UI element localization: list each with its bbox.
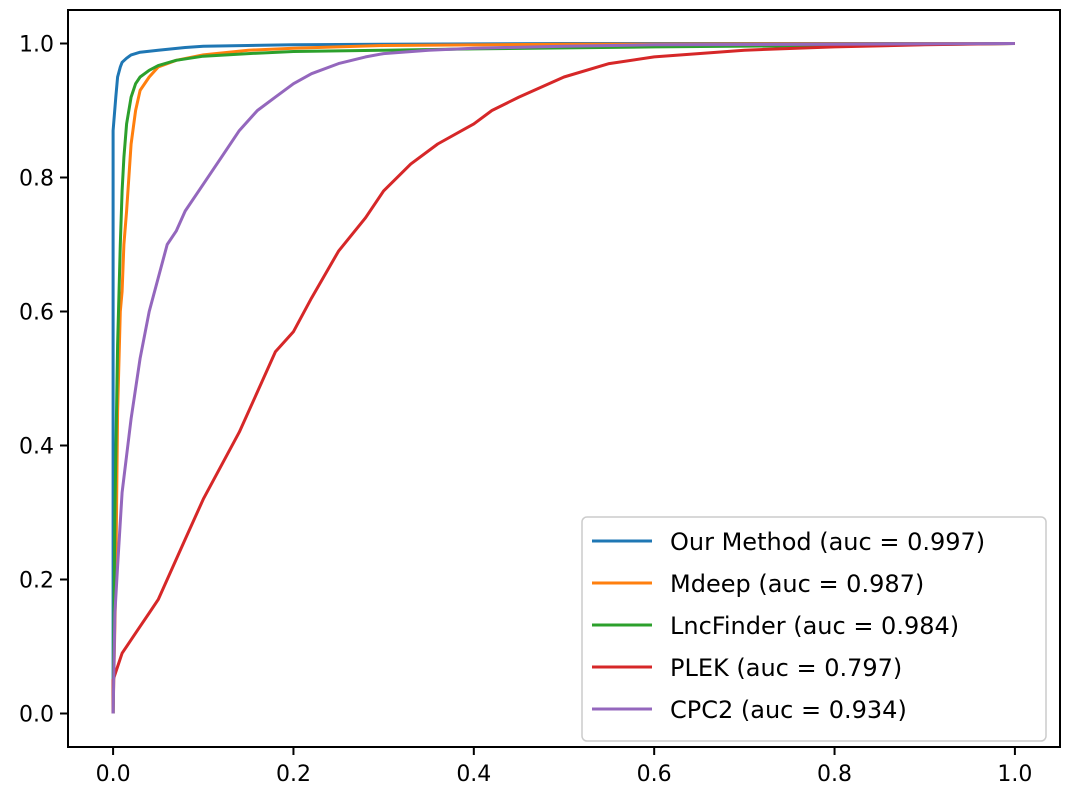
legend-frame bbox=[581, 516, 1047, 742]
legend: Our Method (auc = 0.997) Mdeep (auc = 0.9… bbox=[581, 516, 1047, 742]
axis-ticks: 0.0 0.2 0.4 0.6 0.8 1.0 0.0 0.2 0.4 0.6 0.8 1.0 bbox=[19, 33, 1032, 788]
x-tick-label: 0.2 bbox=[276, 762, 311, 787]
series-line-4 bbox=[111, 42, 1015, 714]
plot-frame bbox=[67, 9, 1061, 748]
series-line-1 bbox=[111, 42, 1015, 714]
x-tick-label: 1.0 bbox=[997, 762, 1032, 787]
series-line-0 bbox=[111, 42, 1015, 714]
y-tick-label: 0.4 bbox=[19, 435, 54, 460]
y-tick-label: 0.2 bbox=[19, 569, 54, 594]
legend-label-4: CPC2 (auc = 0.934) bbox=[670, 696, 907, 724]
y-tick-label: 0.8 bbox=[19, 167, 54, 192]
y-tick-label: 0.6 bbox=[19, 301, 54, 326]
legend-label-2: LncFinder (auc = 0.984) bbox=[670, 612, 959, 640]
x-tick-label: 0.6 bbox=[637, 762, 672, 787]
plot-lines bbox=[111, 42, 1015, 714]
legend-label-3: PLEK (auc = 0.797) bbox=[670, 654, 902, 682]
x-tick-label: 0.0 bbox=[96, 762, 131, 787]
y-tick-label: 0.0 bbox=[19, 703, 54, 728]
x-tick-label: 0.8 bbox=[817, 762, 852, 787]
x-tick-label: 0.4 bbox=[456, 762, 491, 787]
y-tick-label: 1.0 bbox=[19, 33, 54, 58]
legend-label-0: Our Method (auc = 0.997) bbox=[670, 528, 985, 556]
legend-label-1: Mdeep (auc = 0.987) bbox=[670, 570, 924, 598]
series-line-3 bbox=[111, 42, 1015, 714]
